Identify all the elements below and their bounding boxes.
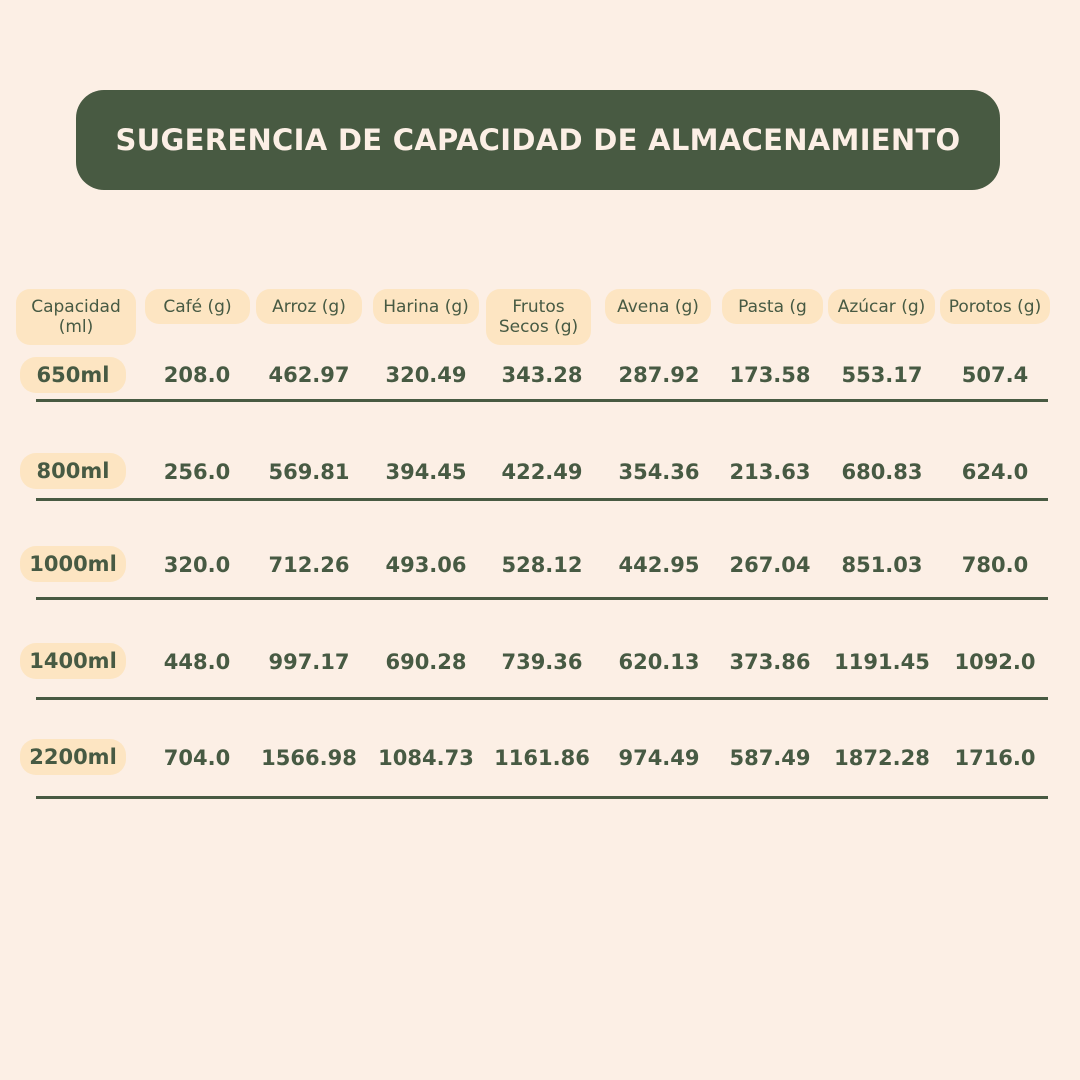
- cell-azucar: 1191.45: [834, 650, 930, 674]
- header-harina: Harina (g): [373, 289, 479, 324]
- cell-cafe: 256.0: [163, 460, 231, 484]
- header-avena: Avena (g): [605, 289, 711, 324]
- cell-avena: 354.36: [618, 460, 700, 484]
- row-divider: [36, 697, 1048, 700]
- header-azucar: Azúcar (g): [828, 289, 935, 324]
- cell-azucar: 680.83: [841, 460, 923, 484]
- cell-cafe: 704.0: [163, 746, 231, 770]
- cell-avena: 442.95: [618, 553, 700, 577]
- cell-porotos: 780.0: [961, 553, 1029, 577]
- cell-harina: 320.49: [385, 363, 467, 387]
- cell-harina: 493.06: [385, 553, 467, 577]
- header-arroz: Arroz (g): [256, 289, 362, 324]
- cell-pasta: 173.58: [729, 363, 811, 387]
- cell-frutos-secos: 422.49: [501, 460, 583, 484]
- cell-harina: 394.45: [385, 460, 467, 484]
- cell-cafe: 208.0: [163, 363, 231, 387]
- cell-harina: 1084.73: [378, 746, 474, 770]
- cell-arroz: 712.26: [268, 553, 350, 577]
- row-capacity-label: 800ml: [20, 453, 126, 489]
- cell-cafe: 320.0: [163, 553, 231, 577]
- cell-arroz: 1566.98: [261, 746, 357, 770]
- row-capacity-label: 1000ml: [20, 546, 126, 582]
- row-divider: [36, 399, 1048, 402]
- row-divider: [36, 796, 1048, 799]
- header-pasta: Pasta (g: [722, 289, 823, 324]
- cell-arroz: 462.97: [268, 363, 350, 387]
- cell-pasta: 373.86: [729, 650, 811, 674]
- cell-frutos-secos: 343.28: [501, 363, 583, 387]
- row-divider: [36, 597, 1048, 600]
- header-porotos: Porotos (g): [940, 289, 1050, 324]
- cell-frutos-secos: 1161.86: [494, 746, 590, 770]
- cell-harina: 690.28: [385, 650, 467, 674]
- cell-avena: 287.92: [618, 363, 700, 387]
- cell-porotos: 624.0: [961, 460, 1029, 484]
- header-cafe: Café (g): [145, 289, 250, 324]
- cell-azucar: 1872.28: [834, 746, 930, 770]
- cell-azucar: 851.03: [841, 553, 923, 577]
- cell-pasta: 267.04: [729, 553, 811, 577]
- cell-porotos: 1092.0: [954, 650, 1036, 674]
- cell-pasta: 213.63: [729, 460, 811, 484]
- cell-arroz: 569.81: [268, 460, 350, 484]
- cell-arroz: 997.17: [268, 650, 350, 674]
- row-capacity-label: 1400ml: [20, 643, 126, 679]
- cell-avena: 620.13: [618, 650, 700, 674]
- row-capacity-label: 650ml: [20, 357, 126, 393]
- cell-cafe: 448.0: [163, 650, 231, 674]
- header-frutos-secos: Frutos Secos (g): [486, 289, 591, 345]
- row-divider: [36, 498, 1048, 501]
- cell-porotos: 1716.0: [954, 746, 1036, 770]
- cell-frutos-secos: 739.36: [501, 650, 583, 674]
- cell-porotos: 507.4: [961, 363, 1029, 387]
- cell-frutos-secos: 528.12: [501, 553, 583, 577]
- row-capacity-label: 2200ml: [20, 739, 126, 775]
- cell-pasta: 587.49: [729, 746, 811, 770]
- cell-azucar: 553.17: [841, 363, 923, 387]
- page-title: SUGERENCIA DE CAPACIDAD DE ALMACENAMIENT…: [115, 123, 961, 157]
- cell-avena: 974.49: [618, 746, 700, 770]
- title-banner: SUGERENCIA DE CAPACIDAD DE ALMACENAMIENT…: [76, 90, 1000, 190]
- header-capacidad: Capacidad (ml): [16, 289, 136, 345]
